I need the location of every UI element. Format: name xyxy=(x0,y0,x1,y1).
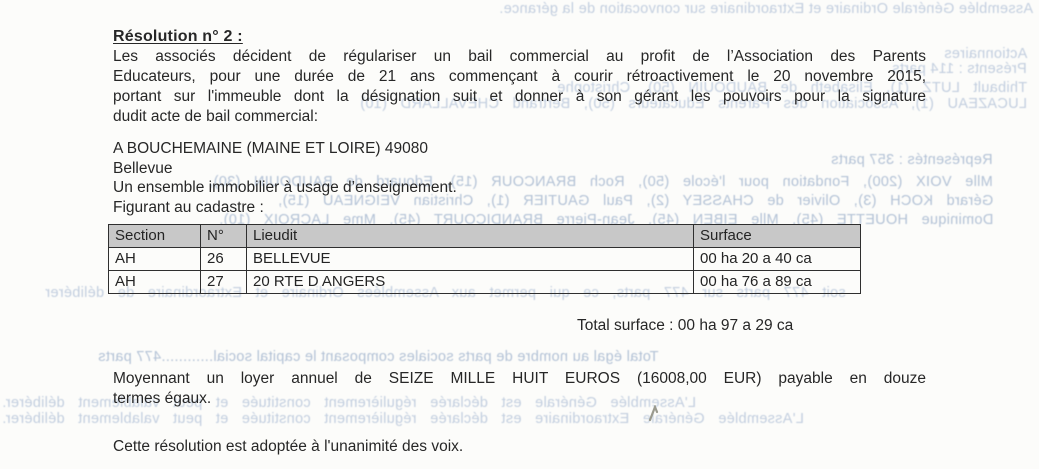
table-header-row: Section N° Lieudit Surface xyxy=(108,224,861,248)
paragraph-line: portant sur l'immeuble dont la désignati… xyxy=(113,88,926,105)
table-row: AH 27 20 RTE D ANGERS 00 ha 76 a 89 ca xyxy=(108,270,861,294)
cell-section: AH xyxy=(108,247,201,271)
resolution-title: Résolution n° 2 : xyxy=(113,28,243,45)
resolution-paragraph: Les associés décident de régulariser un … xyxy=(113,47,926,127)
rent-paragraph: Moyennant un loyer annuel de SEIZE MILLE… xyxy=(113,369,926,409)
cell-lieudit: BELLEVUE xyxy=(246,247,694,271)
pen-mark xyxy=(648,405,659,421)
column-header-numero: N° xyxy=(200,224,247,248)
cell-numero: 27 xyxy=(200,270,247,294)
bleed-line: Représentés : 357 parts xyxy=(831,152,993,168)
bleed-line: Total égal au nombre de parts sociales c… xyxy=(98,349,659,365)
bleed-line: Actionnaires xyxy=(943,46,1027,62)
paragraph-line: Educateurs, pour une durée de 21 ans com… xyxy=(113,68,926,85)
property-description: Un ensemble immobilier à usage d’enseign… xyxy=(113,179,457,196)
property-address-city: A BOUCHEMAINE (MAINE ET LOIRE) 49080 xyxy=(113,140,428,157)
cell-surface: 00 ha 20 a 40 ca xyxy=(693,247,861,271)
table-row: AH 26 BELLEVUE 00 ha 20 a 40 ca xyxy=(108,247,861,271)
column-header-surface: Surface xyxy=(693,224,861,248)
column-header-section: Section xyxy=(108,224,201,248)
cell-lieudit: 20 RTE D ANGERS xyxy=(246,270,694,294)
cadastre-intro: Figurant au cadastre : xyxy=(113,199,264,216)
paragraph-line: Les associés décident de régulariser un … xyxy=(113,48,926,65)
cell-numero: 26 xyxy=(200,247,247,271)
property-address-place: Bellevue xyxy=(113,160,173,177)
paragraph-line: dudit acte de bail commercial: xyxy=(113,108,319,125)
paragraph-line: termes égaux. xyxy=(113,390,212,407)
cadastre-table: Section N° Lieudit Surface AH 26 BELLEVU… xyxy=(108,224,861,294)
column-header-lieudit: Lieudit xyxy=(246,224,694,248)
paragraph-line: Moyennant un loyer annuel de SEIZE MILLE… xyxy=(113,370,926,387)
closing-statement: Cette résolution est adoptée à l'unanimi… xyxy=(113,438,464,455)
bleed-line: Assemblée Générale Ordinaire et Extraord… xyxy=(498,1,1033,17)
cell-section: AH xyxy=(108,270,201,294)
bleed-line: L'Assemblée Générale Extraordinaire est … xyxy=(2,411,804,427)
total-surface: Total surface : 00 ha 97 a 29 ca xyxy=(577,317,794,334)
cell-surface: 00 ha 76 a 89 ca xyxy=(693,270,861,294)
